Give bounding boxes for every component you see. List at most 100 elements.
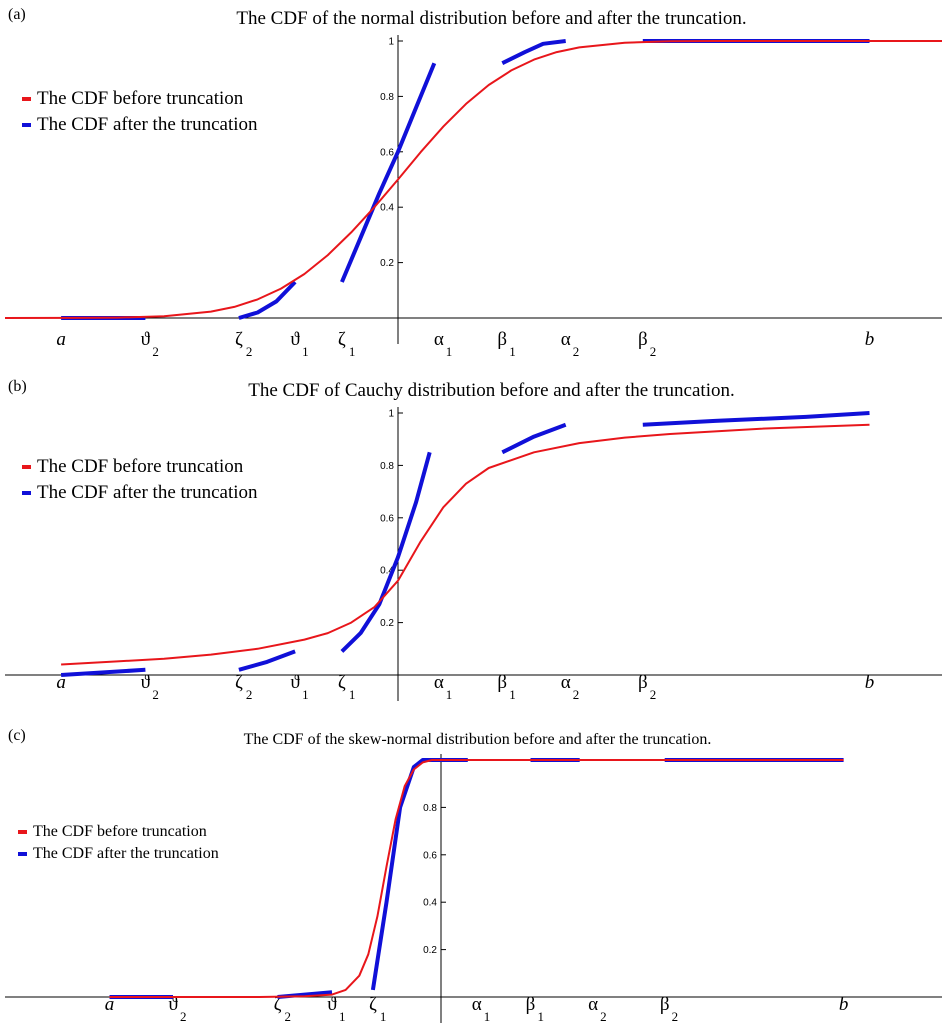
x-marker-subscript: 2 — [246, 344, 253, 358]
x-marker-subscript: 1 — [302, 687, 309, 702]
panel-letter: (b) — [8, 378, 27, 395]
x-marker-label: ζ — [338, 672, 346, 693]
y-tick-label: 1 — [388, 37, 394, 48]
x-marker-label: ζ — [338, 329, 346, 350]
x-marker-label: ϑ — [327, 994, 337, 1015]
legend: The CDF before truncation The CDF after … — [22, 86, 258, 138]
y-tick-label: 0.6 — [380, 513, 394, 524]
y-tick-label: 0.2 — [423, 945, 437, 956]
x-marker-label: β — [497, 672, 507, 693]
x-marker-label: ϑ — [141, 329, 151, 350]
x-marker-label: α — [561, 672, 571, 693]
x-marker-subscript: 1 — [509, 344, 516, 358]
legend-label-before: The CDF before truncation — [37, 456, 244, 477]
x-marker-label: β — [638, 672, 648, 693]
x-marker-label: α — [472, 994, 482, 1015]
legend-item-after: The CDF after the truncation — [18, 843, 219, 865]
chart-title: The CDF of Cauchy distribution before an… — [248, 380, 735, 401]
legend-item-before: The CDF before truncation — [22, 454, 258, 480]
x-marker-label: β — [660, 994, 670, 1015]
y-tick-label: 0.4 — [380, 566, 394, 577]
x-marker-subscript: 2 — [285, 1009, 292, 1024]
x-marker-subscript: 1 — [349, 687, 356, 702]
series-after-segment — [340, 62, 437, 283]
x-marker-subscript: 1 — [509, 687, 516, 702]
series-after-segment — [340, 451, 432, 653]
panel-normal: 0.2 0.4 0.6 0.8 1 a ϑ 2 ζ 2 ϑ 1 ζ 1 α 1 β 1 α 2 β 2 b (a) The … — [0, 0, 947, 358]
x-marker-label: β — [526, 994, 536, 1015]
legend-label-after: The CDF after the truncation — [37, 114, 258, 135]
y-tick-label: 0.2 — [380, 258, 394, 269]
chart-title: The CDF of the normal distribution befor… — [236, 8, 747, 29]
x-marker-subscript: 2 — [573, 687, 580, 702]
x-marker-subscript: 1 — [484, 1009, 491, 1024]
x-marker-subscript: 2 — [573, 344, 580, 358]
x-marker-label: a — [105, 994, 115, 1015]
legend-swatch-after — [18, 852, 27, 856]
x-marker-label: ζ — [235, 672, 243, 693]
x-marker-subscript: 2 — [180, 1009, 187, 1024]
x-marker-label: a — [56, 329, 66, 350]
series-after-segment — [642, 411, 870, 427]
x-marker-subscript: 1 — [446, 687, 453, 702]
legend-swatch-before — [18, 830, 27, 834]
legend-item-after: The CDF after the truncation — [22, 480, 258, 506]
panel-letter: (a) — [8, 6, 26, 23]
x-marker-label: a — [56, 672, 66, 693]
x-marker-label: ζ — [235, 329, 243, 350]
x-marker-subscript: 1 — [537, 1009, 544, 1024]
legend-label-after: The CDF after the truncation — [37, 482, 258, 503]
legend-swatch-before — [22, 97, 31, 101]
y-tick-label: 0.8 — [380, 461, 394, 472]
y-tick-label: 0.8 — [380, 92, 394, 103]
x-marker-label: ζ — [369, 994, 377, 1015]
y-tick-label: 0.4 — [423, 898, 437, 909]
x-marker-label: α — [588, 994, 598, 1015]
x-marker-subscript: 1 — [446, 344, 453, 358]
legend-item-after: The CDF after the truncation — [22, 112, 258, 138]
series-before-line — [61, 423, 870, 666]
legend-label-before: The CDF before truncation — [37, 88, 244, 109]
series-after-segment — [501, 422, 567, 455]
x-marker-label: β — [638, 329, 648, 350]
series-after-segment — [501, 39, 566, 65]
y-tick-label: 0.4 — [380, 203, 394, 214]
series-after-segment — [60, 667, 146, 677]
x-marker-label: α — [434, 329, 444, 350]
x-marker-subscript: 2 — [152, 344, 159, 358]
y-tick-label: 0.6 — [380, 147, 394, 158]
x-marker-label: ζ — [274, 994, 282, 1015]
x-marker-subscript: 1 — [302, 344, 309, 358]
y-tick-label: 0.2 — [380, 618, 394, 629]
x-marker-label: ϑ — [141, 672, 151, 693]
x-marker-subscript: 2 — [246, 687, 253, 702]
legend-swatch-after — [22, 491, 31, 495]
panel-cauchy: 0.2 0.4 0.6 0.8 1 a ϑ 2 ζ 2 ϑ 1 ζ 1 α 1 β 1 α 2 β 2 b (b) The … — [0, 358, 947, 715]
legend-label-before: The CDF before truncation — [33, 823, 207, 840]
x-marker-subscript: 2 — [600, 1009, 607, 1024]
legend-item-before: The CDF before truncation — [22, 86, 258, 112]
series-after-segment — [370, 758, 468, 991]
y-tick-label: 0.8 — [423, 803, 437, 814]
x-marker-label: α — [434, 672, 444, 693]
series-after-segment — [238, 280, 297, 320]
series-before-line — [4, 40, 942, 319]
x-marker-label: ϑ — [290, 672, 300, 693]
legend: The CDF before truncation The CDF after … — [22, 454, 258, 506]
series-after-segment — [238, 649, 296, 672]
legend: The CDF before truncation The CDF after … — [18, 821, 219, 865]
x-marker-label: ϑ — [290, 329, 300, 350]
x-marker-label: b — [865, 672, 875, 693]
x-marker-subscript: 1 — [380, 1009, 387, 1024]
legend-label-after: The CDF after the truncation — [33, 845, 219, 862]
x-marker-label: ϑ — [168, 994, 178, 1015]
x-marker-label: β — [497, 329, 507, 350]
y-tick-label: 0.6 — [423, 850, 437, 861]
x-marker-subscript: 1 — [349, 344, 356, 358]
x-marker-subscript: 2 — [152, 687, 159, 702]
x-marker-subscript: 2 — [650, 344, 657, 358]
legend-swatch-before — [22, 465, 31, 469]
